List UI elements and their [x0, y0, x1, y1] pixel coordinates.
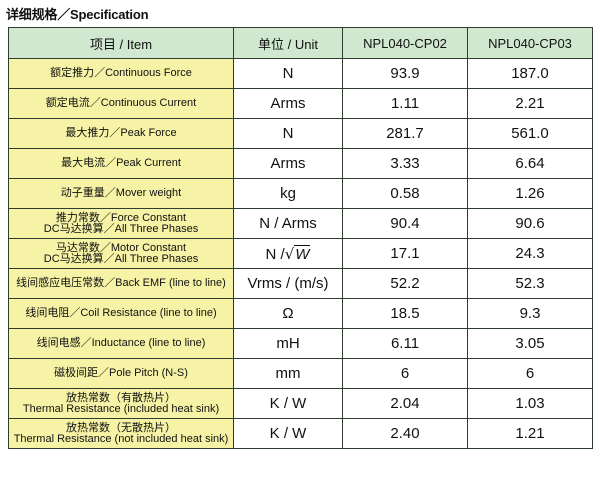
section-heading: 详细规格／Specification — [6, 7, 149, 22]
row-value-1: 6.11 — [342, 328, 468, 359]
unit-n-per-sqrt-w: N /√W — [265, 244, 311, 263]
row-unit: kg — [233, 178, 343, 209]
row-value-1: 1.11 — [342, 88, 468, 119]
row-value-1: 3.33 — [342, 148, 468, 179]
table-row: 推力常数／Force Constant DC马达换算／All Three Pha… — [8, 208, 593, 239]
header-model-2: NPL040-CP03 — [467, 27, 593, 59]
row-label-line-1: 马达常数／Motor Constant — [55, 241, 187, 254]
row-value-1: 52.2 — [342, 268, 468, 299]
table-row: 额定推力／Continuous Force N 93.9 187.0 — [8, 58, 593, 89]
square-root-icon: √ — [284, 244, 295, 263]
header-model-1: NPL040-CP02 — [342, 27, 468, 59]
row-label: 马达常数／Motor Constant DC马达换算／All Three Pha… — [8, 238, 234, 269]
row-label: 推力常数／Force Constant DC马达换算／All Three Pha… — [8, 208, 234, 239]
row-label: 最大推力／Peak Force — [8, 118, 234, 149]
table-row: 放热常数（有散热片） Thermal Resistance (included … — [8, 388, 593, 419]
row-unit: K / W — [233, 388, 343, 419]
row-value-2: 2.21 — [467, 88, 593, 119]
table-row: 线间电阻／Coil Resistance (line to line) Ω 18… — [8, 298, 593, 329]
row-value-2: 1.03 — [467, 388, 593, 419]
row-unit: N / Arms — [233, 208, 343, 239]
row-label: 额定电流／Continuous Current — [8, 88, 234, 119]
row-value-1: 18.5 — [342, 298, 468, 329]
table-row: 最大电流／Peak Current Arms 3.33 6.64 — [8, 148, 593, 179]
row-label: 放热常数（有散热片） Thermal Resistance (included … — [8, 388, 234, 419]
row-unit: K / W — [233, 418, 343, 449]
row-label: 放热常数（无散热片） Thermal Resistance (not inclu… — [8, 418, 234, 449]
row-label-line-2: DC马达换算／All Three Phases — [43, 252, 199, 265]
row-label: 最大电流／Peak Current — [8, 148, 234, 179]
row-value-2: 1.21 — [467, 418, 593, 449]
row-unit: Ω — [233, 298, 343, 329]
row-label-line-2: Thermal Resistance (included heat sink) — [22, 402, 220, 415]
row-unit: N — [233, 118, 343, 149]
unit-radicand: W — [294, 244, 311, 263]
header-item: 项目 / Item — [8, 27, 234, 59]
row-value-2: 561.0 — [467, 118, 593, 149]
row-value-2: 6 — [467, 358, 593, 389]
header-unit: 单位 / Unit — [233, 27, 343, 59]
row-label: 线间感应电压常数／Back EMF (line to line) — [8, 268, 234, 299]
row-label-line-1: 推力常数／Force Constant — [55, 211, 187, 224]
row-value-1: 90.4 — [342, 208, 468, 239]
row-label-line-2: DC马达换算／All Three Phases — [43, 222, 199, 235]
table-row: 最大推力／Peak Force N 281.7 561.0 — [8, 118, 593, 149]
row-value-2: 52.3 — [467, 268, 593, 299]
row-value-1: 281.7 — [342, 118, 468, 149]
table-row: 动子重量／Mover weight kg 0.58 1.26 — [8, 178, 593, 209]
table-row: 额定电流／Continuous Current Arms 1.11 2.21 — [8, 88, 593, 119]
unit-prefix: N / — [265, 245, 285, 263]
row-label: 线间电感／Inductance (line to line) — [8, 328, 234, 359]
row-value-2: 1.26 — [467, 178, 593, 209]
row-label: 线间电阻／Coil Resistance (line to line) — [8, 298, 234, 329]
row-value-2: 6.64 — [467, 148, 593, 179]
row-label-line-1: 放热常数（无散热片） — [66, 421, 176, 434]
row-value-2: 3.05 — [467, 328, 593, 359]
row-value-1: 93.9 — [342, 58, 468, 89]
row-value-1: 6 — [342, 358, 468, 389]
row-unit: mH — [233, 328, 343, 359]
row-value-1: 0.58 — [342, 178, 468, 209]
row-value-2: 90.6 — [467, 208, 593, 239]
row-unit: Vrms / (m/s) — [233, 268, 343, 299]
table-row: 放热常数（无散热片） Thermal Resistance (not inclu… — [8, 418, 593, 449]
row-label: 动子重量／Mover weight — [8, 178, 234, 209]
row-label: 额定推力／Continuous Force — [8, 58, 234, 89]
row-label: 磁极间距／Pole Pitch (N-S) — [8, 358, 234, 389]
row-unit: N — [233, 58, 343, 89]
row-unit: Arms — [233, 88, 343, 119]
table-row: 马达常数／Motor Constant DC马达换算／All Three Pha… — [8, 238, 593, 269]
table-row: 线间电感／Inductance (line to line) mH 6.11 3… — [8, 328, 593, 359]
row-value-1: 17.1 — [342, 238, 468, 269]
specification-table: 项目 / Item 单位 / Unit NPL040-CP02 NPL040-C… — [8, 27, 593, 449]
row-value-2: 9.3 — [467, 298, 593, 329]
row-unit: N /√W — [233, 238, 343, 269]
row-unit: Arms — [233, 148, 343, 179]
row-label-line-1: 放热常数（有散热片） — [66, 391, 176, 404]
row-label-line-2: Thermal Resistance (not included heat si… — [13, 432, 229, 445]
row-value-2: 24.3 — [467, 238, 593, 269]
row-value-1: 2.04 — [342, 388, 468, 419]
row-value-2: 187.0 — [467, 58, 593, 89]
table-header-row: 项目 / Item 单位 / Unit NPL040-CP02 NPL040-C… — [8, 27, 593, 59]
row-value-1: 2.40 — [342, 418, 468, 449]
table-row: 磁极间距／Pole Pitch (N-S) mm 6 6 — [8, 358, 593, 389]
table-row: 线间感应电压常数／Back EMF (line to line) Vrms / … — [8, 268, 593, 299]
row-unit: mm — [233, 358, 343, 389]
